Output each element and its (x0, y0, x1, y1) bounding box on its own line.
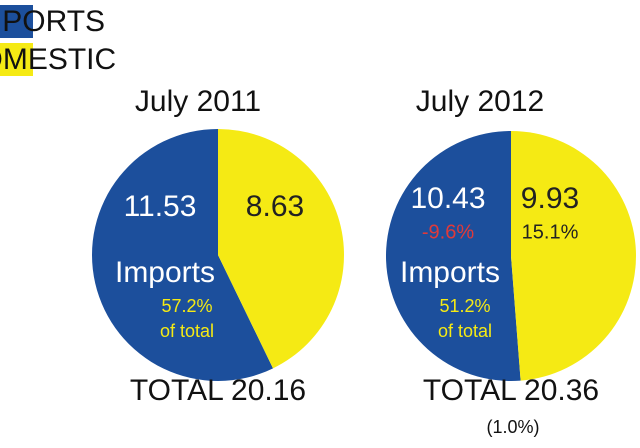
legend-swatch (0, 5, 33, 38)
share-label: 57.2% (161, 296, 212, 316)
share-note: of total (438, 321, 492, 341)
legend-label: IMPORTS (0, 5, 105, 38)
total: TOTAL 20.36 (423, 374, 599, 407)
total-value: 20.16 (231, 374, 306, 407)
total: TOTAL 20.16 (130, 374, 306, 407)
slice-label: Imports (115, 256, 215, 289)
chart-title: July 2012 (416, 85, 544, 118)
value-label: 8.63 (246, 190, 304, 223)
share-note: of total (160, 321, 214, 341)
total-label: TOTAL (130, 374, 223, 407)
total-value: 20.36 (524, 374, 599, 407)
share-label: 51.2% (439, 296, 490, 316)
legend-label: DOMESTIC (0, 43, 116, 76)
value-label: 9.93 (521, 182, 579, 215)
legend-swatch (0, 43, 33, 76)
change-label: -9.6% (422, 221, 474, 243)
pie-slice (511, 131, 637, 381)
total-label: TOTAL (423, 374, 516, 407)
value-label: 10.43 (410, 182, 485, 215)
slice-label: Imports (400, 256, 500, 289)
change-label: 15.1% (522, 221, 579, 243)
pie-slice (92, 129, 274, 381)
total-change: (1.0%) (486, 417, 539, 437)
pie-slice (386, 131, 521, 381)
pie-slice (218, 129, 345, 369)
value-label: 11.53 (124, 190, 197, 223)
chart-title: July 2011 (135, 85, 261, 118)
